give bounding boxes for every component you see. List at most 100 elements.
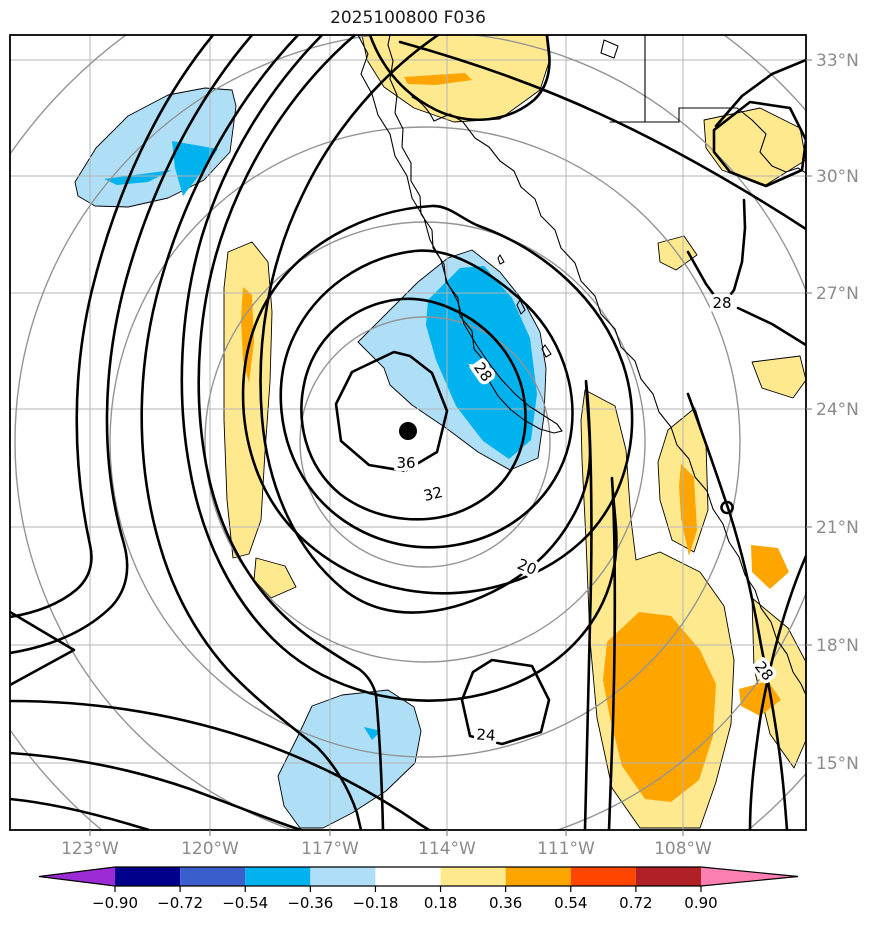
contour-east-right [748, 554, 806, 830]
contour-ring-24 [241, 204, 634, 595]
shade-polygon-yellow-westband [223, 241, 273, 559]
coastline-mainland-mexico [433, 113, 806, 696]
island-gulf-3 [497, 254, 505, 265]
shade-polygon-cyan-speck [364, 727, 381, 740]
colorbar-segment [115, 867, 181, 886]
plot-border [9, 34, 807, 831]
contour-lines [10, 35, 806, 830]
shade-polygon-cyan-sliver [104, 170, 172, 185]
island-topright [600, 39, 619, 59]
shade-polygon-orange-southeast-blob [603, 612, 716, 802]
colorbar-tick-label: 0.90 [684, 894, 717, 912]
contour-ring-32 [300, 297, 527, 521]
colorbar-tick-label: 0.18 [424, 894, 457, 912]
colorbar-segment [180, 867, 246, 886]
shade-polygon-orange-rightedge [751, 545, 789, 589]
colorbar-under-arrow [39, 867, 115, 886]
shade-polygon-orange-topstreak [404, 73, 472, 85]
y-axis-tick-label: 33°N [816, 51, 859, 71]
colorbar-segment [440, 867, 506, 886]
colorbar-segment [310, 867, 376, 886]
colorbar-tick-label: −0.36 [287, 894, 333, 912]
range-ring [109, 126, 741, 758]
colorbar-segment [505, 867, 571, 886]
contour-open-20 [259, 35, 593, 830]
shade-polygon-lightblue-topleft [74, 87, 237, 208]
colorbar-tick-label: 0.54 [554, 894, 587, 912]
colorbar-segment [570, 867, 636, 886]
grid-lines [10, 35, 806, 830]
shade-polygon-orange-westsliver [241, 287, 254, 383]
colorbar-tick-label: −0.18 [352, 894, 398, 912]
border-line-stepped [609, 107, 738, 123]
shade-polygon-yellow-rightwedge [751, 355, 806, 399]
colorbar-over-arrow [701, 867, 798, 886]
x-axis-tick-label: 108°W [654, 839, 712, 859]
x-axis-tick-label: 117°W [301, 839, 359, 859]
colorbar-segment [375, 867, 441, 886]
contour-ring-28 [279, 249, 574, 549]
y-axis-ticks [806, 59, 812, 764]
contour-top-hook [368, 35, 551, 121]
storm-center-marker [399, 422, 417, 440]
range-ring [299, 316, 551, 568]
colorbar-tick-label: 0.36 [489, 894, 522, 912]
colorbar-tick-label: −0.54 [222, 894, 268, 912]
y-axis-tick-label: 30°N [816, 167, 859, 187]
y-axis-tick-label: 21°N [816, 518, 859, 538]
y-axis-labels: 33°N 30°N 27°N 24°N 21°N 18°N 15°N [816, 51, 859, 774]
colorbar-tick-label: −0.90 [92, 894, 138, 912]
contour-v-28-topright [686, 198, 747, 308]
y-axis-tick-label: 24°N [816, 400, 859, 420]
colorbar-tick-label: −0.72 [157, 894, 203, 912]
colorbar: −0.90 −0.72 −0.54 −0.36 −0.18 0.18 0.36 0.54 0.7… [38, 866, 799, 912]
contour-open-c [140, 35, 363, 830]
contour-east-28 [686, 392, 789, 830]
shade-polygon-lightblue-bottom [277, 689, 422, 829]
coastline-baja-california [357, 35, 563, 434]
contour-bottomleft-2 [10, 751, 303, 830]
shaded-anomaly-regions [74, 35, 806, 829]
contour-topright-arc [714, 58, 806, 128]
contour-label: 28 [712, 294, 731, 312]
shade-polygon-yellow-westdiamond [253, 557, 297, 599]
x-axis-labels: 123°W 120°W 117°W 114°W 111°W 108°W [61, 839, 712, 859]
contour-label: 24 [476, 725, 496, 744]
contour-arrow-west [10, 610, 76, 687]
colorbar-segment [245, 867, 311, 886]
contour-ring-36 [334, 350, 449, 473]
contour-diagonal-top [398, 40, 806, 231]
contour-bottomleft-1 [10, 699, 431, 830]
x-axis-ticks [89, 830, 684, 836]
x-axis-tick-label: 114°W [418, 839, 476, 859]
coastlines [357, 35, 806, 696]
contour-v-28-tail [736, 306, 806, 347]
contour-tiny-loop [720, 500, 734, 515]
island-gulf-2 [541, 344, 552, 358]
shade-polygon-yellow-rightedge-lower [751, 597, 806, 769]
contour-label: 32 [422, 483, 445, 505]
x-axis-tick-label: 120°W [181, 839, 239, 859]
x-axis-tick-label: 123°W [61, 839, 119, 859]
contour-topright-blob [712, 100, 806, 188]
contour-blob-24-south [460, 658, 551, 746]
x-axis-tick-label: 111°W [537, 839, 595, 859]
island-gulf-1 [516, 299, 526, 315]
colorbar-tick-label: 0.72 [619, 894, 652, 912]
colorbar-segment [635, 867, 701, 886]
coastline-gulf-head [411, 96, 435, 122]
chart-title: 2025100800 F036 [330, 8, 486, 28]
contour-open-d [10, 35, 254, 655]
shade-polygon-cyan-topleft [172, 141, 218, 196]
coastline-sonora [736, 107, 806, 174]
range-ring [14, 35, 806, 830]
contour-open-b [180, 35, 618, 830]
y-axis-tick-label: 15°N [816, 754, 859, 774]
contour-open-e [10, 35, 215, 619]
y-axis-tick-label: 27°N [816, 284, 859, 304]
contour-bottomleft-3 [10, 797, 151, 830]
shade-polygon-cyan-northeast [426, 266, 537, 459]
contour-label: 36 [396, 454, 415, 472]
